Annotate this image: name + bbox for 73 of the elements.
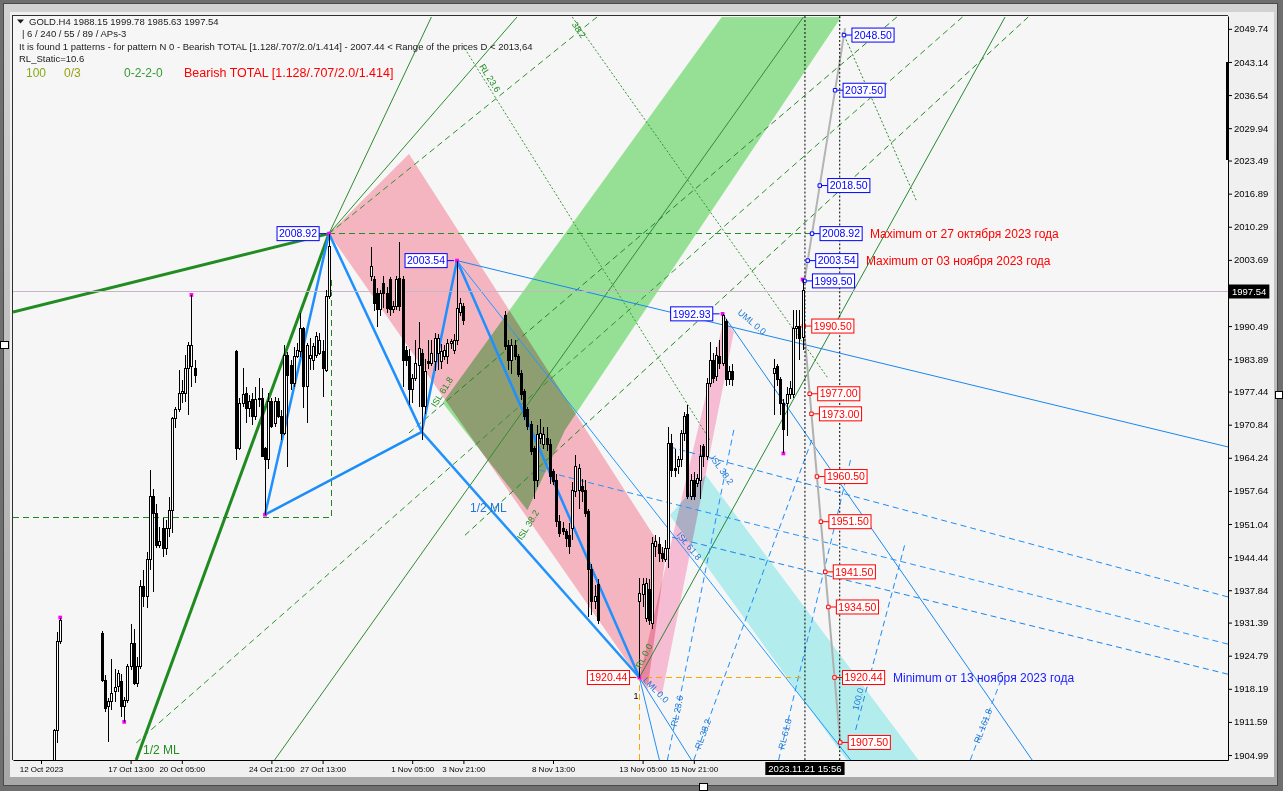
y-tick-label: 1944.44 [1234,551,1269,563]
annotation: 1/2 ML [470,501,508,516]
annotation: 0/3 [64,66,82,80]
data-label: 2008.92 [822,227,861,240]
annotation: RL 23.6 [669,694,686,728]
data-label: 1999.50 [814,274,853,287]
y-tick-label: 1964.24 [1234,452,1269,464]
annotation: 1 [633,691,639,702]
x-tick-label: 3 Nov 21:00 [442,764,487,774]
data-label: 2003.54 [407,254,446,267]
data-label: 2048.50 [853,28,893,41]
y-tick-label: 1931.39 [1234,617,1269,629]
y-tick-label: 1918.19 [1234,683,1269,695]
annotation: 100 [26,66,47,80]
annotation: 100.0 [850,686,866,712]
annotation: RL 161.8 [971,707,995,745]
y-tick-label: 2003.69 [1234,254,1269,266]
annotation: 1/2 ML [143,743,181,758]
y-tick-label: 1951.04 [1234,518,1269,530]
x-tick-label: 13 Nov 05:00 [619,764,668,774]
y-tick-label: 2036.54 [1234,89,1269,101]
data-label: 1920.44 [589,671,628,684]
annotation: RL 38.2 [693,717,714,751]
annotation: RL 61.8 [776,717,794,751]
y-tick-label: 1937.84 [1234,584,1269,596]
y-tick-label: 1904.99 [1234,749,1269,761]
annotation: Minimum от 13 ноября 2023 года [893,671,1075,686]
y-tick-label: 2010.29 [1234,221,1269,233]
data-label: 1992.93 [672,307,711,320]
y-tick-label: 2016.89 [1234,188,1269,200]
ref-line-label: 1997.54 [1232,285,1267,297]
data-label: 2008.92 [279,227,318,240]
y-tick-label: 1977.44 [1234,386,1269,398]
annotation: 0-2-2-0 [124,66,164,80]
data-label: 1951.50 [830,515,870,528]
annotation: RL 0.0 [633,642,655,670]
y-tick-label: 2049.74 [1234,23,1269,35]
annotation: Maximum от 27 октября 2023 года [870,227,1060,242]
x-tick-label: 12 Oct 2023 [19,764,64,774]
data-label: 1941.50 [835,565,874,578]
y-tick-label: 1990.49 [1234,320,1269,332]
y-tick-label: 1970.84 [1234,419,1269,431]
annotation: It is found 1 patterns - for pattern N 0 - Bearish TOTAL [1.128/.707/2.0/1.414] - 2007.44 < Range of the prices D < 2013,64 [19,41,533,52]
x-tick-label: 27 Oct 13:00 [300,764,347,774]
chart-title: GOLD.H4 1988.15 1999.78 1985.63 1997.54 [29,16,219,27]
y-tick-label: 1924.79 [1234,650,1269,662]
x-tick-label: 15 Nov 21:00 [670,764,719,774]
data-label: 2018.50 [829,179,868,192]
x-tick-label: 8 Nov 13:00 [531,764,576,774]
data-label: 1960.50 [826,470,866,483]
x-tick-label: 20 Oct 05:00 [159,764,206,774]
data-label: 2037.50 [845,83,884,96]
y-tick-label: 1957.64 [1234,485,1269,497]
y-tick-label: 1983.89 [1234,353,1269,365]
text: | 6 / 240 / 55 / 89 / APs-3 [22,28,127,39]
y-tick-label: 1911.59 [1234,716,1268,728]
ref-line-label: 2023.11.21 15:56 [768,763,842,775]
data-label: 1907.50 [850,736,889,749]
data-label: 2003.54 [817,254,856,267]
x-tick-label: 24 Oct 21:00 [248,764,296,774]
data-label: 1977.00 [819,387,858,400]
annotation: Maximum от 03 ноября 2023 года [866,254,1051,269]
annotation: Bearish TOTAL [1.128/.707/2.0/1.414] [184,66,394,80]
x-tick-label: 1 Nov 05:00 [391,764,435,774]
y-tick-label: 2029.94 [1234,122,1269,134]
data-label: 1990.50 [813,319,852,332]
data-label: 1973.00 [821,407,860,420]
data-label: 1934.50 [838,600,877,613]
x-tick-label: 17 Oct 13:00 [108,764,155,774]
annotation: RL_Static=10.6 [19,53,85,64]
y-tick-label: 2023.49 [1234,155,1269,167]
y-tick-label: 2043.14 [1234,56,1269,68]
data-label: 1920.44 [844,671,883,684]
